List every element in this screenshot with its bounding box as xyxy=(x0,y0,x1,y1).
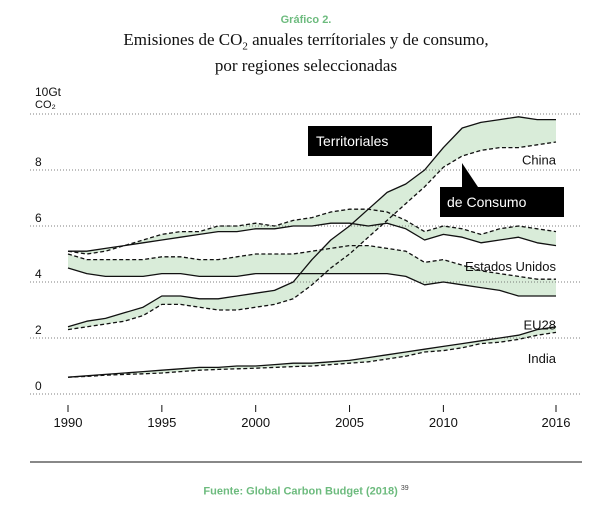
series-line-estados-unidos-consumo xyxy=(67,208,557,255)
chart-title: Emisiones de CO2 anuales terrítoriales y… xyxy=(0,30,612,75)
title-part-1: Emisiones de CO xyxy=(123,30,243,49)
legend-layer: Territoriales de Consumo xyxy=(308,126,564,217)
callout-pointer-consumo xyxy=(462,163,478,187)
series-line-china-territorial xyxy=(67,116,556,328)
band-india xyxy=(68,326,556,378)
y-tick-label-6: 6 xyxy=(35,211,42,225)
band-china xyxy=(68,116,556,330)
series-line-estados-unidos-territorial xyxy=(68,222,557,252)
title-subscript: 2 xyxy=(242,40,248,53)
callout-box-consumo xyxy=(440,187,564,217)
x-tick-label-1995: 1995 xyxy=(147,415,176,430)
callout-box-territoriales xyxy=(308,126,432,156)
region-label-india: India xyxy=(528,351,557,366)
legend-label-consumo: de Consumo xyxy=(447,194,527,210)
x-tick-label-1990: 1990 xyxy=(54,415,83,430)
lines-layer xyxy=(67,116,557,378)
region-label-estados-unidos: Estados Unidos xyxy=(465,259,557,274)
series-line-india-consumo xyxy=(67,331,557,378)
title-part-2: anuales terrítoriales y de consumo, xyxy=(247,30,489,49)
x-tick-label-2005: 2005 xyxy=(335,415,364,430)
x-tick-label-2016: 2016 xyxy=(542,415,571,430)
region-label-china: China xyxy=(522,152,557,167)
y-tick-label-8: 8 xyxy=(35,155,42,169)
title-line-2: por regiones seleccionadas xyxy=(214,56,398,76)
series-line-india-territorial xyxy=(67,326,557,378)
source-text: Fuente: Global Carbon Budget (2018) xyxy=(203,485,398,498)
x-tick-label-2010: 2010 xyxy=(429,415,458,430)
y-tick-label-2: 2 xyxy=(35,323,42,337)
source-note: Fuente: Global Carbon Budget (2018) 39 xyxy=(0,485,612,498)
footnote-ref: 39 xyxy=(400,485,409,492)
series-line-eu28-territorial xyxy=(67,267,556,297)
series-line-china-consumo xyxy=(67,141,557,331)
chart-kicker: Gráfico 2. xyxy=(280,14,332,26)
y-tick-label-4: 4 xyxy=(35,267,42,281)
x-tick-label-2000: 2000 xyxy=(241,415,270,430)
legend-label-territoriales: Territoriales xyxy=(316,133,388,149)
labels-layer: China Estados Unidos EU28 India xyxy=(465,152,557,366)
y-axis-unit-line-2: CO₂ xyxy=(35,99,56,111)
region-label-eu28: EU28 xyxy=(523,318,556,333)
y-tick-label-0: 0 xyxy=(35,379,42,393)
y-axis-unit-line-1: 10Gt xyxy=(35,85,62,99)
